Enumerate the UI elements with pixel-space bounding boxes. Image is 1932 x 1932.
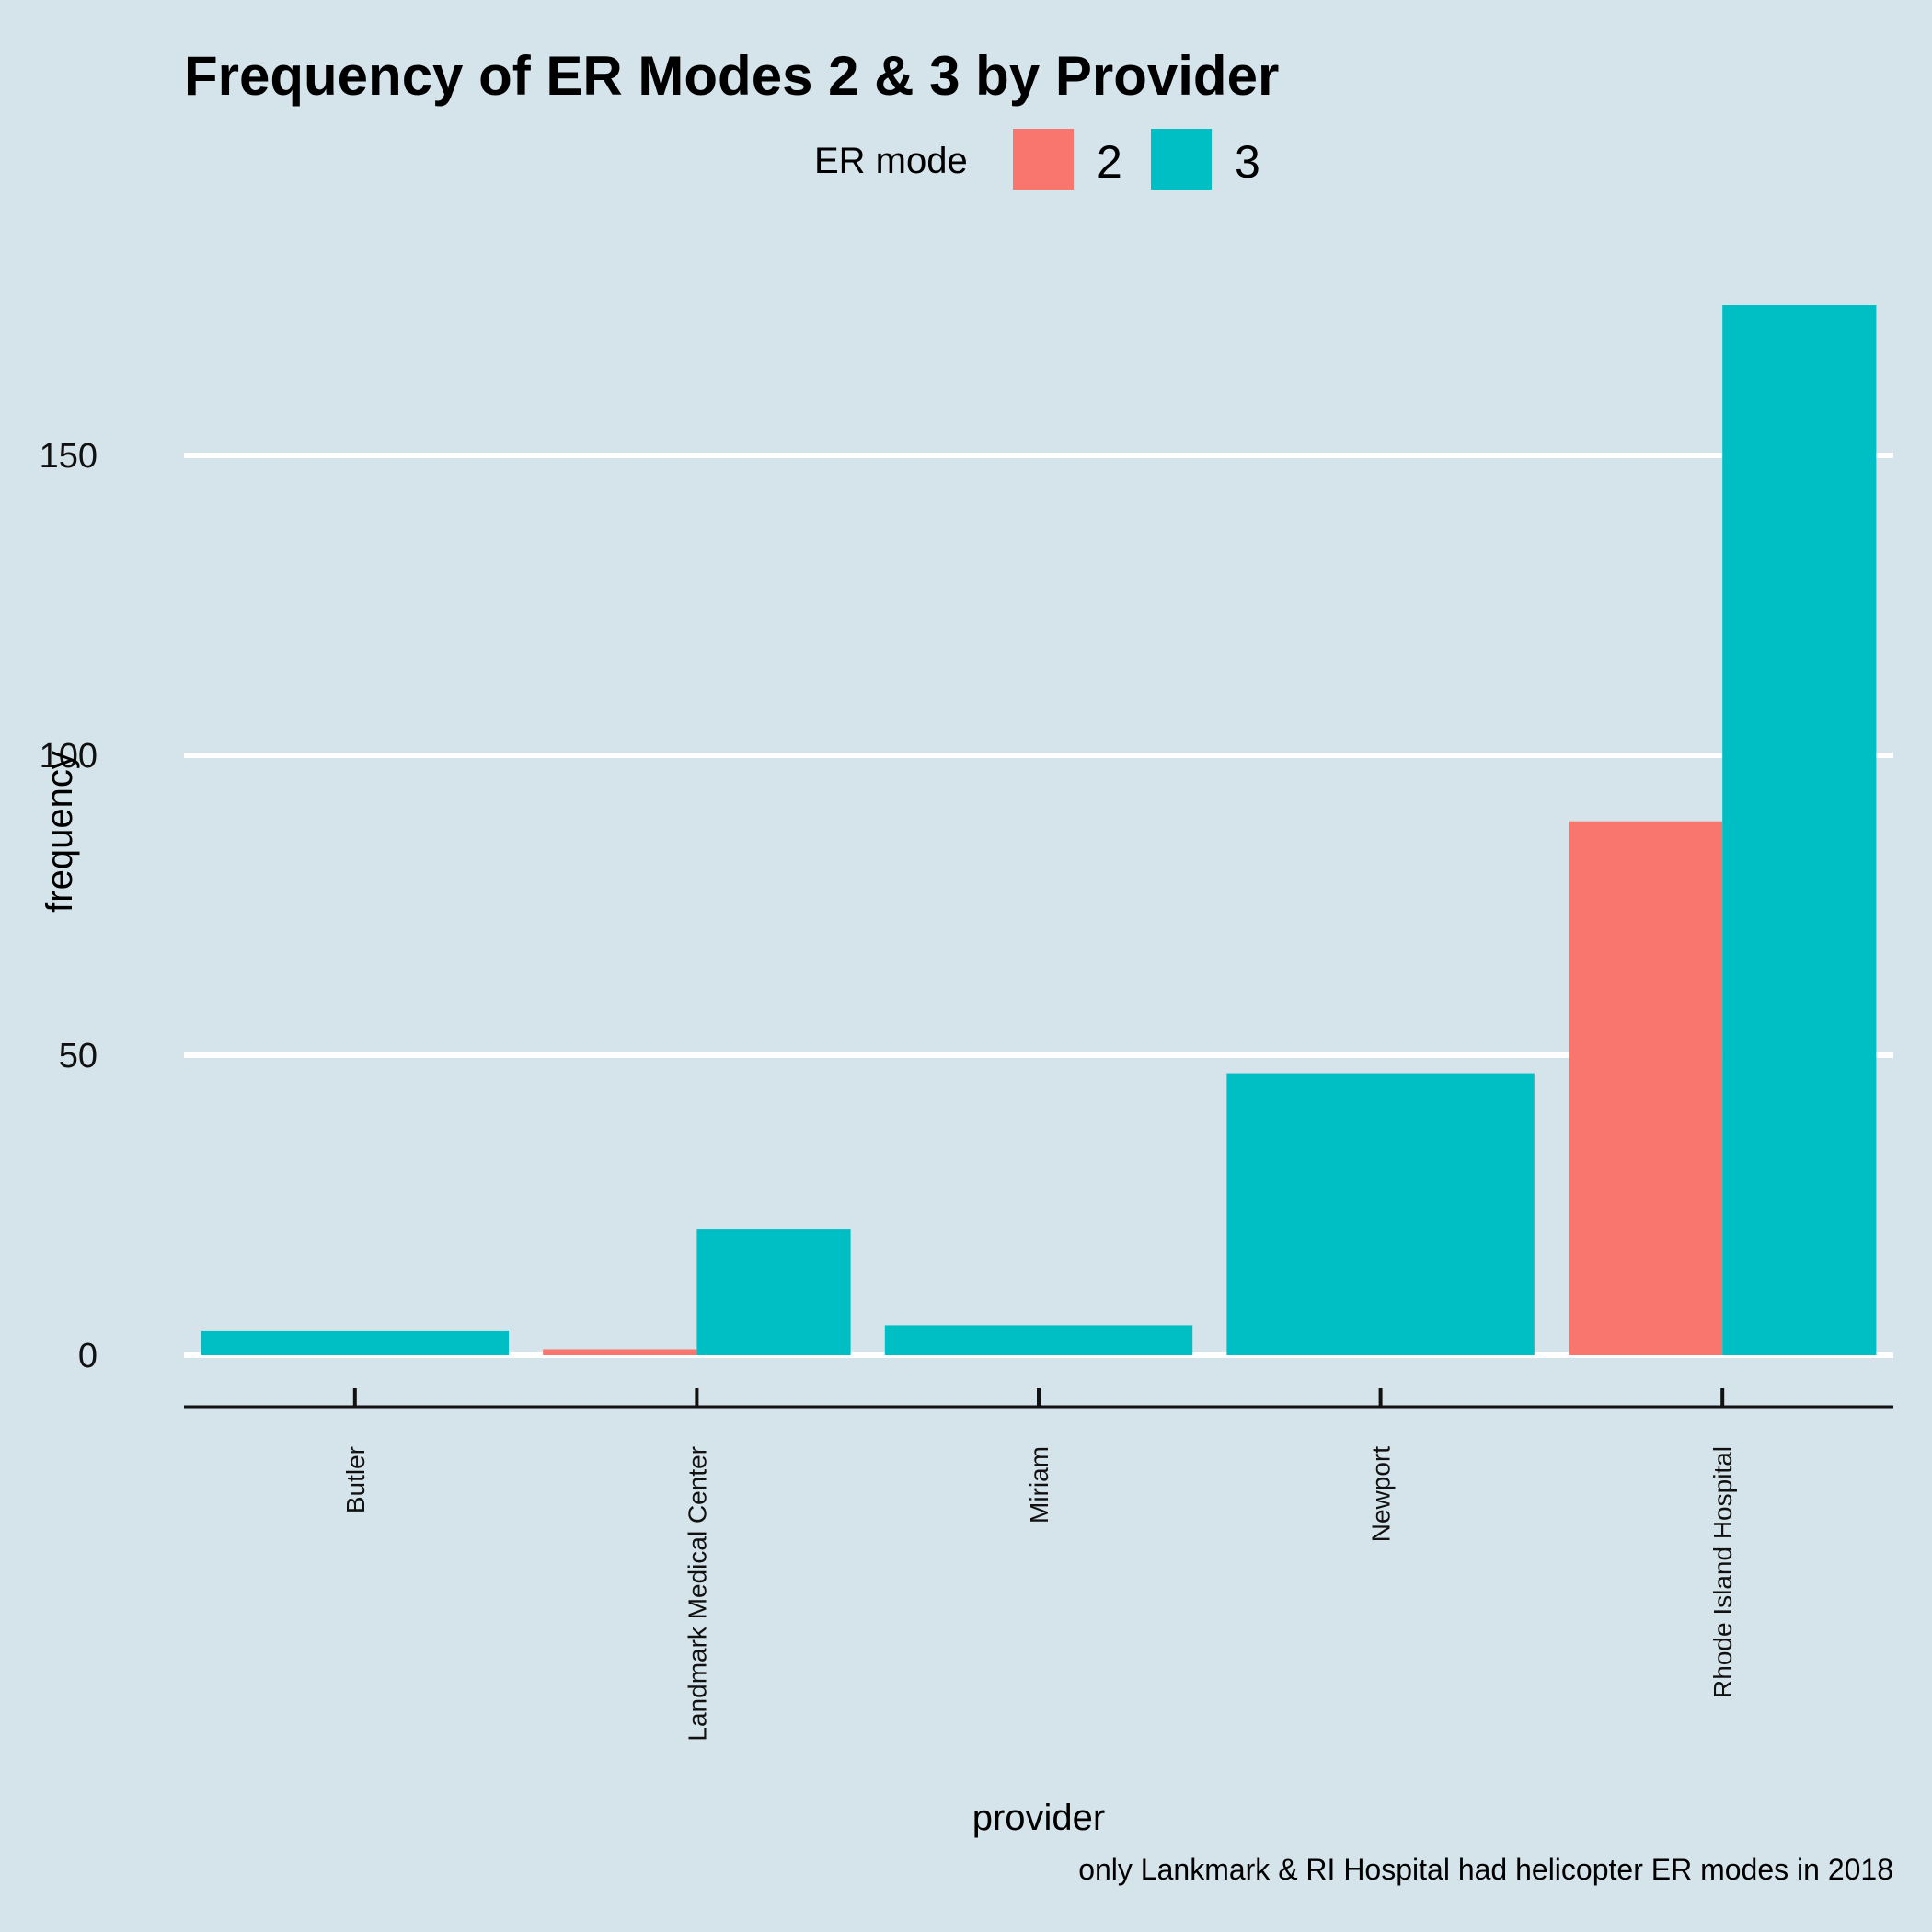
x-tick-label: Butler xyxy=(341,1446,370,1513)
y-tick-label-150: 150 xyxy=(40,437,98,476)
y-tick-label-0: 0 xyxy=(78,1337,98,1375)
bar-rhode-island-hospital-mode-3 xyxy=(1722,305,1877,1355)
chart-title: Frequency of ER Modes 2 & 3 by Provider xyxy=(184,45,1279,107)
legend: ER mode 2 3 xyxy=(814,129,1260,190)
y-tick-labels: 0 50 100 150 xyxy=(40,437,98,1375)
legend-title: ER mode xyxy=(814,141,968,181)
x-ticks: Butler Landmark Medical Center Miriam Newpo… xyxy=(341,1388,1737,1742)
y-axis-label: frequency xyxy=(40,751,80,913)
x-tick-label: Rhode Island Hospital xyxy=(1708,1446,1737,1698)
bar-butler-mode-3 xyxy=(201,1330,510,1355)
x-tick-label: Landmark Medical Center xyxy=(683,1446,711,1742)
bars xyxy=(201,305,1877,1355)
y-tick-label-100: 100 xyxy=(40,737,98,776)
legend-swatch-3 xyxy=(1151,129,1212,190)
bar-landmark-medical-center-mode-2 xyxy=(543,1349,697,1355)
bar-miriam-mode-3 xyxy=(884,1325,1193,1355)
x-tick-label: Newport xyxy=(1367,1446,1396,1542)
bar-landmark-medical-center-mode-3 xyxy=(696,1229,851,1355)
chart-caption: only Lankmark & RI Hospital had helicopt… xyxy=(1078,1853,1893,1886)
x-axis-label: provider xyxy=(972,1798,1106,1838)
legend-label-2: 2 xyxy=(1097,136,1122,188)
x-tick-label: Miriam xyxy=(1025,1446,1053,1524)
legend-swatch-2 xyxy=(1013,129,1074,190)
legend-label-3: 3 xyxy=(1235,136,1260,188)
y-tick-label-50: 50 xyxy=(59,1037,98,1075)
bar-rhode-island-hospital-mode-2 xyxy=(1568,821,1723,1355)
bar-newport-mode-3 xyxy=(1226,1073,1535,1355)
